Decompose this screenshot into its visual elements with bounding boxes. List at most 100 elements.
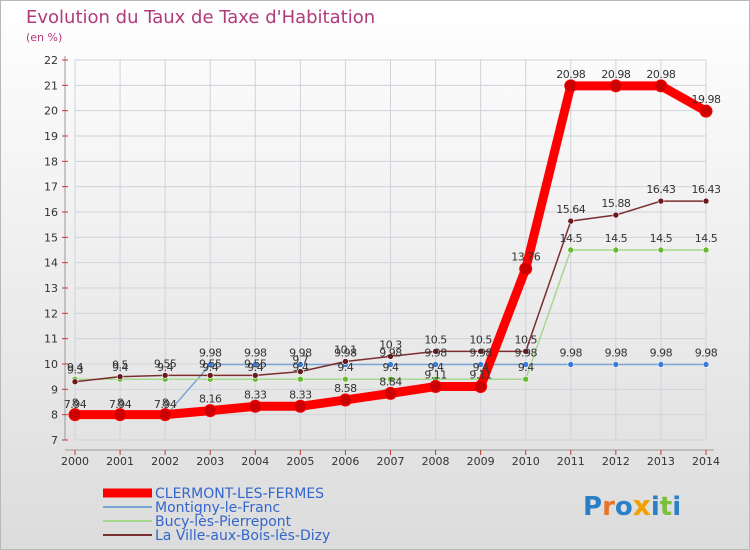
series-1-label-14: 9.98 [695, 347, 718, 360]
series-3-point-9 [477, 348, 484, 355]
x-tick-label-11: 2011 [557, 455, 585, 468]
series-1-label-0: 7.94 [64, 398, 87, 411]
series-0-point-8 [429, 380, 443, 394]
series-3-point-14 [702, 197, 710, 205]
series-3-point-8 [432, 348, 439, 355]
series-2-label-11: 14.5 [560, 232, 583, 245]
series-1-label-3: 9.98 [199, 347, 222, 360]
series-2-label-10: 9.4 [518, 361, 534, 374]
x-tick-label-9: 2009 [467, 455, 495, 468]
legend-label-0: CLERMONT-LES-FERMES [155, 486, 324, 502]
series-3-point-13 [657, 197, 665, 205]
series-2-point-13 [657, 246, 665, 254]
x-tick-label-1: 2001 [106, 455, 134, 468]
series-0-label-0: 8 [72, 397, 79, 410]
series-2-point-11 [567, 246, 575, 254]
series-3-label-3: 9.55 [199, 357, 222, 370]
series-3-point-7 [387, 353, 394, 360]
axes [64, 56, 714, 451]
series-0-label-12: 20.98 [601, 68, 630, 81]
series-2-label-6: 9.4 [337, 361, 353, 374]
legend-label-2: Bucy-lès-Pierrepont [155, 514, 292, 530]
x-tick-label-4: 2004 [241, 455, 269, 468]
series-2-label-7: 9.4 [383, 361, 399, 374]
series-3-point-4 [251, 372, 259, 379]
data-labels-layer: 8 8 8 8.16 8.33 8.33 8.58 8.84 9.11 9.11 13.76 20.9… [64, 68, 722, 411]
series-1-point-9 [477, 361, 484, 368]
series-0-label-7: 8.84 [379, 375, 402, 388]
series-2-point-6 [342, 375, 349, 383]
series-1-point-13 [657, 361, 665, 368]
y-axis-ticks: 7 8 9 10 11 12 13 14 15 16 17 18 19 20 21 22 [44, 54, 68, 447]
series-2-point-7 [387, 375, 394, 383]
y-tick-label-1: 8 [51, 409, 58, 422]
series-1-point-12 [612, 361, 620, 368]
series-1-point-3 [206, 361, 214, 368]
series-1-label-5: 9.98 [289, 347, 312, 360]
y-tick-label-7: 14 [44, 257, 58, 270]
series-3-point-12 [612, 211, 620, 219]
series-0-point-12 [609, 79, 623, 93]
series-2-point-5 [297, 375, 304, 383]
series-3-label-4: 9.55 [244, 357, 267, 370]
series-2-label-2: 9.4 [157, 361, 173, 374]
series-0-point-13 [654, 79, 668, 93]
x-axis-ticks: 2000 2001 2002 2003 2004 2005 2006 2007 2008 2009… [61, 450, 720, 468]
series-3-label-1: 9.5 [112, 359, 128, 372]
series-1-point-10 [522, 361, 530, 368]
series-2-point-12 [612, 246, 620, 254]
y-tick-label-6: 13 [44, 282, 58, 295]
series-1-label-13: 9.98 [650, 347, 673, 360]
y-tick-label-12: 19 [44, 130, 58, 143]
series-0-point-7 [384, 386, 397, 400]
series-0-label-4: 8.33 [244, 388, 267, 401]
series-3-point-0 [71, 378, 79, 386]
series-3-label-10: 10.5 [514, 333, 537, 346]
series-2-label-0: 9.4 [67, 361, 83, 374]
series-3-label-11: 15.64 [556, 203, 585, 216]
series-3-label-2: 9.55 [154, 357, 177, 370]
y-tick-label-15: 22 [44, 54, 58, 67]
series-2-label-5: 9.4 [292, 361, 308, 374]
y-tick-label-2: 9 [51, 383, 58, 396]
series-1-point-11 [567, 361, 575, 368]
series-2-label-9: 9.4 [473, 361, 489, 374]
series-0-point-6 [338, 393, 352, 407]
series-0-label-6: 8.58 [334, 382, 357, 395]
x-tick-label-12: 2012 [602, 455, 630, 468]
series-3-label-13: 16.43 [646, 183, 675, 196]
chart-subtitle: (en %) [26, 31, 62, 44]
series-1-label-6: 9.98 [334, 347, 357, 360]
series-0-label-9: 9.11 [469, 369, 492, 382]
series-3-label-6: 10.1 [334, 343, 357, 356]
series-3-point-10 [522, 348, 530, 355]
series-3-point-1 [116, 373, 124, 380]
series-3-label-0: 9.3 [67, 364, 83, 377]
series-0-point-0 [68, 408, 82, 422]
series-3-point-5 [297, 368, 304, 375]
series-1-label-7: 9.98 [379, 347, 402, 360]
x-tick-label-0: 2000 [61, 455, 89, 468]
series-1-point-7 [387, 361, 394, 368]
series-3-point-3 [206, 372, 214, 379]
x-tick-label-14: 2014 [692, 455, 720, 468]
y-tick-label-3: 10 [44, 358, 58, 371]
series-1-label-2: 7.94 [154, 398, 177, 411]
series-1-point-8 [432, 361, 439, 368]
series-0-label-13: 20.98 [646, 68, 675, 81]
x-tick-label-5: 2005 [286, 455, 314, 468]
series-2-label-14: 14.5 [695, 232, 718, 245]
y-tick-label-9: 16 [44, 206, 58, 219]
series-3-label-14: 16.43 [692, 183, 721, 196]
series-2-label-12: 14.5 [605, 232, 628, 245]
series-3-point-11 [567, 217, 575, 225]
series-3-label-12: 15.88 [601, 197, 630, 210]
series-0-label-14: 19.98 [692, 93, 721, 106]
x-tick-label-3: 2003 [196, 455, 224, 468]
series-1-point-5 [297, 361, 304, 368]
series-2-label-3: 9.4 [202, 361, 218, 374]
series-1-label-9: 9.98 [469, 347, 492, 360]
